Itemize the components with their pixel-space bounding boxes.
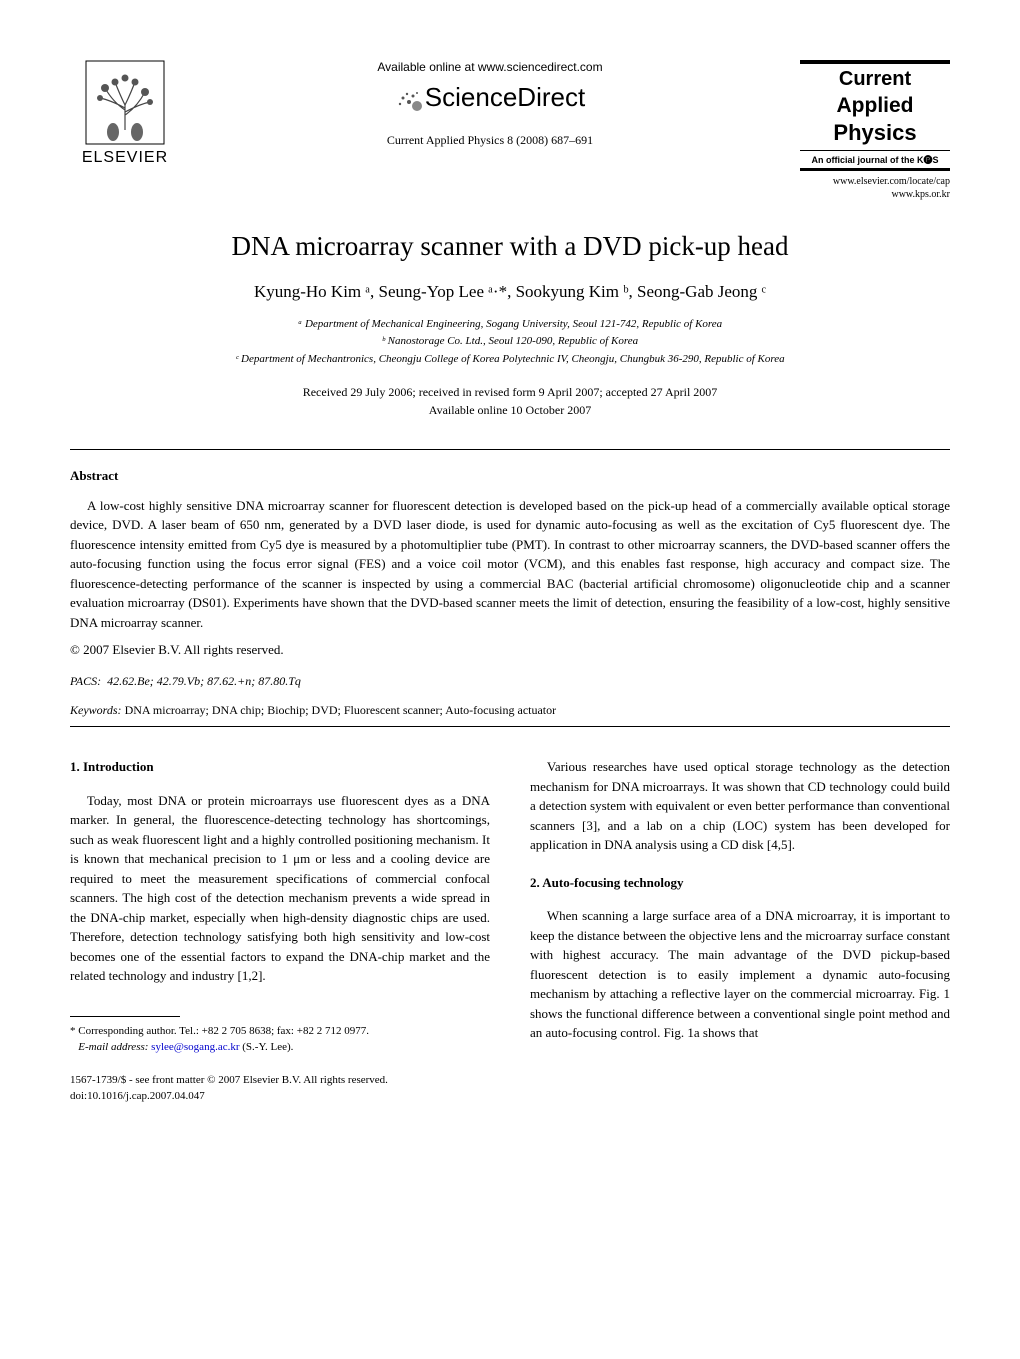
journal-logo: Current Applied Physics An official jour… bbox=[800, 60, 950, 201]
abstract-text: A low-cost highly sensitive DNA microarr… bbox=[70, 496, 950, 633]
intro-paragraph: Today, most DNA or protein microarrays u… bbox=[70, 791, 490, 986]
header-center: Available online at www.sciencedirect.co… bbox=[180, 60, 800, 148]
available-date: Available online 10 October 2007 bbox=[70, 401, 950, 419]
elsevier-text: ELSEVIER bbox=[70, 149, 180, 167]
sciencedirect-logo: ScienceDirect bbox=[200, 82, 780, 113]
journal-reference: Current Applied Physics 8 (2008) 687–691 bbox=[200, 133, 780, 148]
journal-url-1[interactable]: www.elsevier.com/locate/cap bbox=[800, 175, 950, 188]
email-tail: (S.-Y. Lee). bbox=[242, 1041, 293, 1053]
journal-name-line1: Current bbox=[800, 66, 950, 92]
pacs: PACS: 42.62.Be; 42.79.Vb; 87.62.+n; 87.8… bbox=[70, 674, 950, 689]
corresponding-footnote: * Corresponding author. Tel.: +82 2 705 … bbox=[70, 1023, 490, 1056]
affiliation-b: ᵇ Nanostorage Co. Ltd., Seoul 120-090, R… bbox=[70, 333, 950, 351]
right-p2: When scanning a large surface area of a … bbox=[530, 906, 950, 1043]
email-label: E-mail address: bbox=[78, 1041, 148, 1053]
abstract-heading: Abstract bbox=[70, 468, 950, 484]
footnote-separator bbox=[70, 1016, 180, 1017]
journal-name-line2: Applied bbox=[800, 92, 950, 119]
affiliation-a: ᵃ Department of Mechanical Engineering, … bbox=[70, 316, 950, 334]
pacs-label: PACS: bbox=[70, 674, 101, 688]
affiliation-c: ᶜ Department of Mechantronics, Cheongju … bbox=[70, 351, 950, 369]
body-columns: 1. Introduction Today, most DNA or prote… bbox=[70, 757, 950, 1105]
divider bbox=[70, 449, 950, 450]
corr-author: * Corresponding author. Tel.: +82 2 705 … bbox=[70, 1023, 490, 1040]
doi: doi:10.1016/j.cap.2007.04.047 bbox=[70, 1088, 490, 1105]
pacs-codes: 42.62.Be; 42.79.Vb; 87.62.+n; 87.80.Tq bbox=[107, 674, 301, 688]
elsevier-logo: ELSEVIER bbox=[70, 60, 180, 180]
available-online: Available online at www.sciencedirect.co… bbox=[200, 60, 780, 74]
sciencedirect-dots-icon bbox=[395, 88, 423, 110]
sciencedirect-text: ScienceDirect bbox=[425, 82, 585, 112]
copyright: © 2007 Elsevier B.V. All rights reserved… bbox=[70, 642, 950, 658]
journal-name-line3: Physics bbox=[800, 119, 950, 148]
email-link[interactable]: sylee@sogang.ac.kr bbox=[151, 1041, 239, 1053]
footer-block: 1567-1739/$ - see front matter © 2007 El… bbox=[70, 1072, 490, 1105]
right-p1: Various researches have used optical sto… bbox=[530, 757, 950, 855]
official-journal-text: An official journal of the K🅟S bbox=[800, 151, 950, 171]
left-column: 1. Introduction Today, most DNA or prote… bbox=[70, 757, 490, 1105]
keywords-text: DNA microarray; DNA chip; Biochip; DVD; … bbox=[125, 703, 557, 717]
section-2-heading: 2. Auto-focusing technology bbox=[530, 873, 950, 893]
right-column: Various researches have used optical sto… bbox=[530, 757, 950, 1105]
paper-title: DNA microarray scanner with a DVD pick-u… bbox=[70, 231, 950, 262]
elsevier-tree-icon bbox=[85, 60, 165, 145]
dates: Received 29 July 2006; received in revis… bbox=[70, 383, 950, 419]
section-1-heading: 1. Introduction bbox=[70, 757, 490, 777]
affiliations: ᵃ Department of Mechanical Engineering, … bbox=[70, 316, 950, 369]
keywords-label: Keywords: bbox=[70, 703, 122, 717]
header: ELSEVIER Available online at www.science… bbox=[70, 60, 950, 201]
authors: Kyung-Ho Kim ᵃ, Seung-Yop Lee ᵃ·*, Sooky… bbox=[70, 282, 950, 302]
front-matter: 1567-1739/$ - see front matter © 2007 El… bbox=[70, 1072, 490, 1089]
divider bbox=[70, 726, 950, 727]
keywords: Keywords: DNA microarray; DNA chip; Bioc… bbox=[70, 703, 950, 718]
received-date: Received 29 July 2006; received in revis… bbox=[70, 383, 950, 401]
journal-url-2[interactable]: www.kps.or.kr bbox=[800, 188, 950, 201]
